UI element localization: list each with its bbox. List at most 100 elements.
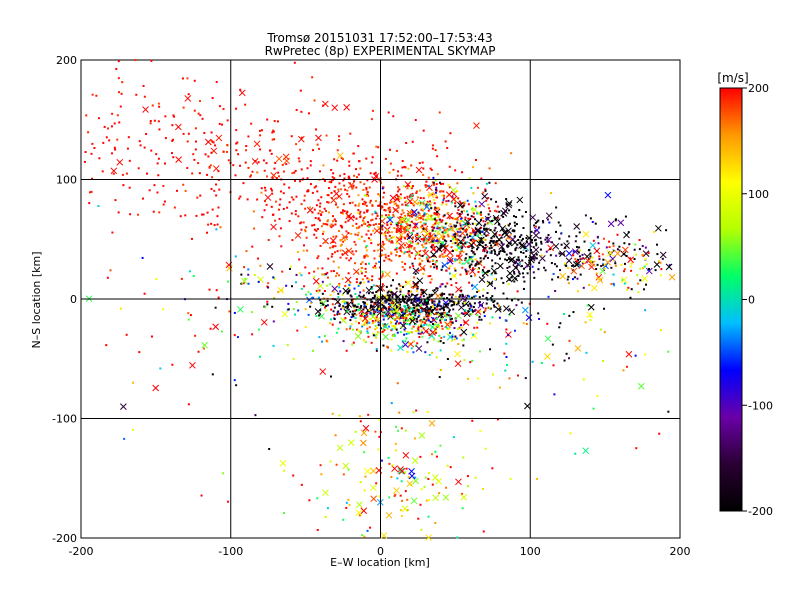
- data-point: [211, 176, 214, 179]
- data-point: [415, 253, 418, 256]
- data-point: [305, 236, 308, 239]
- data-point: [616, 248, 619, 251]
- data-point: [467, 203, 470, 206]
- data-point: [525, 240, 528, 243]
- data-point: [449, 239, 452, 242]
- data-point: [372, 332, 375, 335]
- data-point: [367, 413, 370, 416]
- data-point-cross: [359, 439, 367, 447]
- data-point: [359, 215, 362, 218]
- data-point: [410, 245, 413, 248]
- data-point: [384, 253, 387, 256]
- data-point: [401, 340, 404, 343]
- data-point: [377, 324, 380, 327]
- data-point: [214, 306, 217, 309]
- data-point: [496, 418, 499, 421]
- data-point-cross: [334, 298, 342, 306]
- data-point: [345, 506, 348, 509]
- data-point: [456, 536, 459, 539]
- data-point: [411, 215, 414, 218]
- x-tick-label: -200: [69, 545, 94, 558]
- data-point: [354, 233, 357, 236]
- data-point: [319, 309, 322, 312]
- data-point: [399, 224, 402, 227]
- data-point: [415, 223, 418, 226]
- data-point: [392, 213, 395, 216]
- data-point: [437, 340, 440, 343]
- data-point: [493, 249, 496, 252]
- data-point: [280, 289, 283, 292]
- data-point: [486, 222, 489, 225]
- data-point: [194, 127, 197, 130]
- data-point: [449, 300, 452, 303]
- data-point: [366, 312, 369, 315]
- data-point: [485, 302, 488, 305]
- data-point: [263, 200, 266, 203]
- data-point: [520, 239, 523, 242]
- data-point-cross: [607, 220, 615, 228]
- data-point: [395, 299, 398, 302]
- data-point: [382, 344, 385, 347]
- data-point: [470, 275, 473, 278]
- data-point-cross: [322, 237, 329, 245]
- data-point: [337, 327, 340, 330]
- data-point: [349, 325, 352, 328]
- data-point: [483, 266, 486, 269]
- data-point: [618, 249, 621, 252]
- data-point: [485, 227, 488, 230]
- data-point: [467, 224, 470, 227]
- data-point-cross: [486, 280, 494, 288]
- data-point: [658, 260, 661, 263]
- data-point: [182, 183, 185, 186]
- data-point: [513, 221, 516, 224]
- data-point-cross: [189, 361, 196, 369]
- data-point: [579, 264, 582, 267]
- data-point: [539, 248, 542, 251]
- data-point: [298, 258, 301, 261]
- data-point: [362, 220, 365, 223]
- data-point: [351, 250, 354, 253]
- data-point: [422, 129, 425, 132]
- data-point: [218, 122, 221, 125]
- data-point: [326, 271, 329, 274]
- data-point: [422, 267, 425, 270]
- data-point: [487, 216, 490, 219]
- data-point: [533, 276, 536, 279]
- data-point: [356, 305, 359, 308]
- data-point: [414, 272, 417, 275]
- data-point: [493, 287, 496, 290]
- data-point: [459, 252, 462, 255]
- data-point: [362, 281, 365, 284]
- data-point: [306, 190, 309, 193]
- data-point: [288, 220, 291, 223]
- data-point: [446, 221, 449, 224]
- data-point: [263, 169, 266, 172]
- data-point-cross: [614, 250, 622, 257]
- data-point: [620, 263, 623, 266]
- data-point: [359, 281, 362, 284]
- data-point: [236, 141, 239, 144]
- data-point: [441, 327, 444, 330]
- data-point: [404, 295, 407, 298]
- data-point: [369, 172, 372, 175]
- data-point-cross: [237, 306, 244, 313]
- data-point-cross: [587, 303, 595, 311]
- data-point: [422, 295, 425, 298]
- data-point-cross: [502, 305, 510, 312]
- data-point: [482, 288, 485, 291]
- data-point-cross: [621, 246, 629, 254]
- data-point: [143, 95, 146, 98]
- data-point: [418, 312, 421, 315]
- data-point: [403, 301, 406, 304]
- data-point: [500, 277, 503, 280]
- data-point: [369, 199, 372, 202]
- data-point: [157, 120, 160, 123]
- data-point: [251, 245, 254, 248]
- data-point: [304, 207, 307, 210]
- data-point: [114, 148, 117, 151]
- data-point: [575, 235, 578, 238]
- data-point: [478, 296, 481, 299]
- data-point: [194, 148, 197, 151]
- data-point: [362, 289, 365, 292]
- data-point: [300, 136, 303, 139]
